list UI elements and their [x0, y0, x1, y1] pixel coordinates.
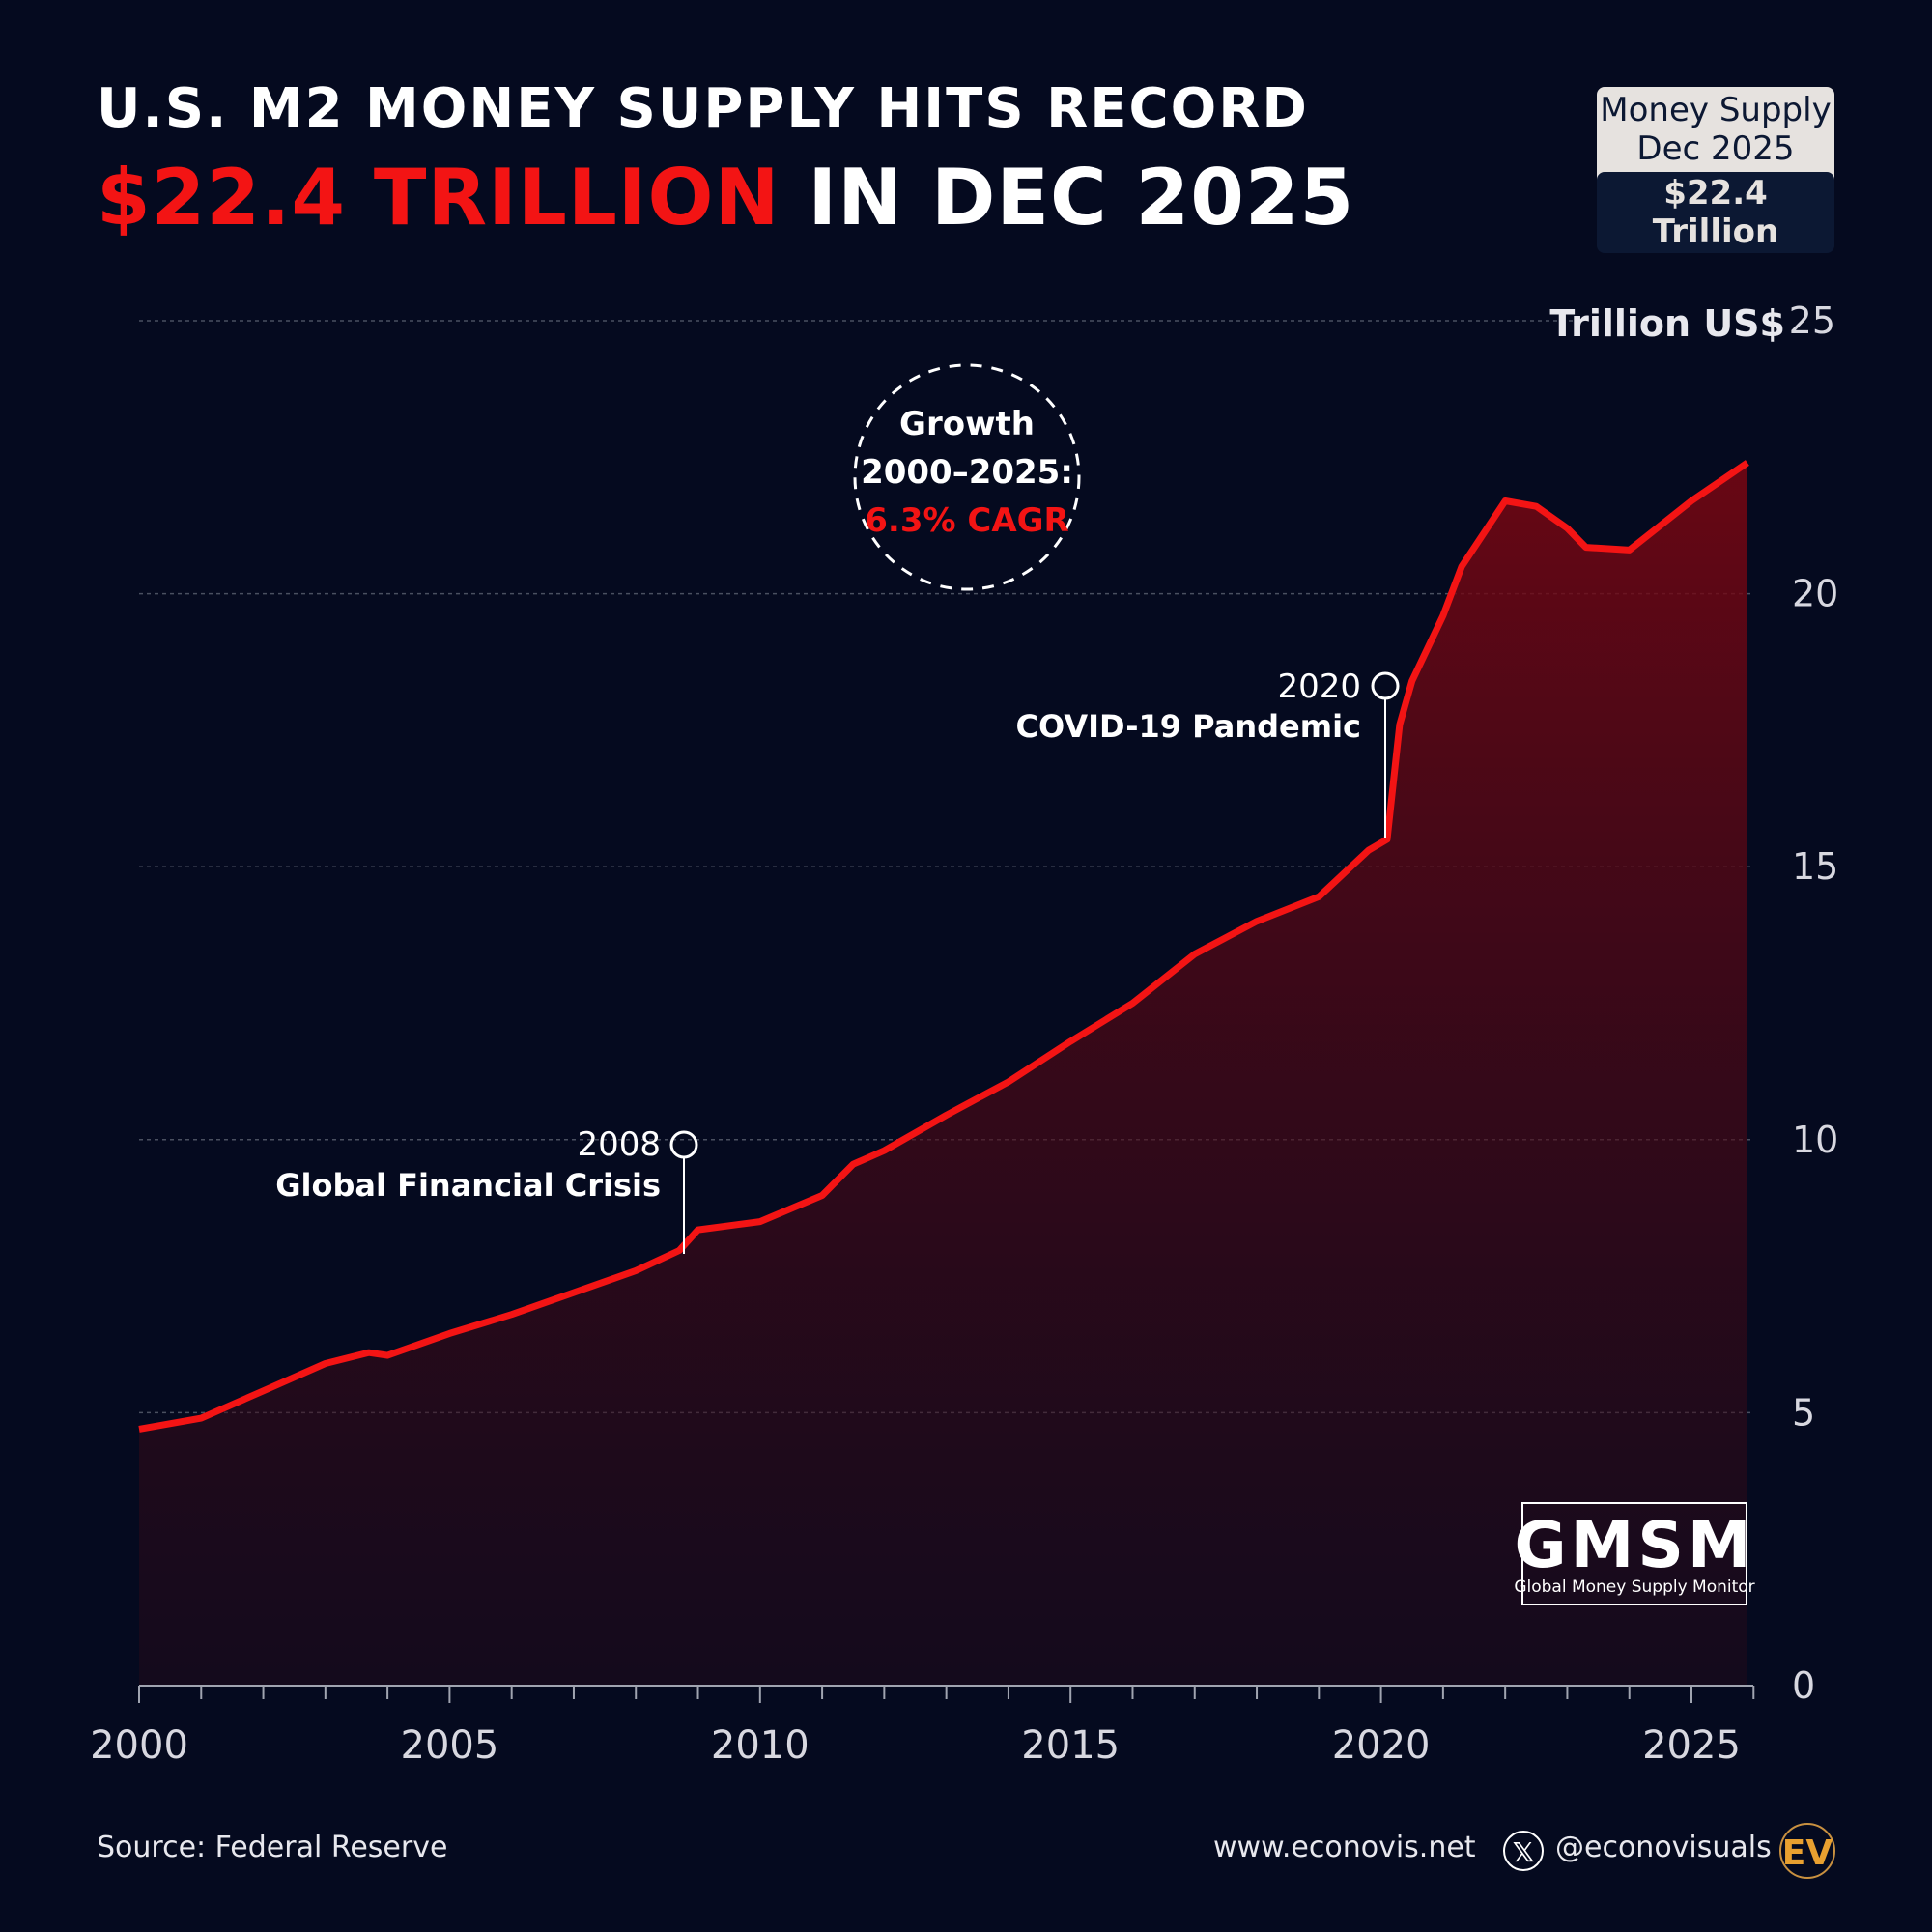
annotation-2020: 2020 COVID-19 Pandemic — [1016, 668, 1400, 838]
x-tick-label: 2015 — [1021, 1723, 1120, 1768]
x-tick-label: 2025 — [1642, 1723, 1741, 1768]
ev-logo-text: EV — [1782, 1833, 1833, 1873]
gmsm-logo: GMSM Global Money Supply Monitor — [1514, 1502, 1755, 1605]
y-tick-label: 20 — [1792, 573, 1838, 615]
chart-title: U.S. M2 MONEY SUPPLY HITS RECORD — [97, 77, 1309, 140]
growth-label: Growth — [899, 405, 1035, 443]
svg-text:GMSM: GMSM — [1514, 1508, 1754, 1582]
badge-value: $22.4 Trillion — [1597, 172, 1834, 253]
source-text: Source: Federal Reserve — [97, 1831, 448, 1864]
svg-text:COVID-19 Pandemic: COVID-19 Pandemic — [1016, 708, 1361, 745]
svg-text:Global Money Supply Monitor: Global Money Supply Monitor — [1514, 1577, 1754, 1597]
social-handle[interactable]: @econovisuals — [1555, 1831, 1772, 1864]
svg-text:2008: 2008 — [577, 1125, 661, 1164]
website-link[interactable]: www.econovis.net — [1213, 1831, 1476, 1864]
x-icon[interactable] — [1503, 1831, 1544, 1871]
svg-text:Global Financial Crisis: Global Financial Crisis — [275, 1167, 661, 1204]
x-tick-label: 2005 — [401, 1723, 499, 1768]
headline-value: $22.4 TRILLION — [97, 153, 781, 242]
growth-period: 2000–2025: — [861, 453, 1073, 492]
headline-rest: IN DEC 2025 — [780, 153, 1355, 242]
summary-badge: Money Supply Dec 2025 $22.4 Trillion — [1597, 87, 1834, 253]
y-tick-label: 5 — [1792, 1391, 1815, 1434]
y-tick-label: 25 — [1789, 299, 1835, 342]
ev-logo-icon — [1779, 1823, 1835, 1879]
area-fill — [139, 463, 1747, 1686]
x-icon-glyph: 𝕏 — [1513, 1836, 1535, 1868]
x-tick-label: 2020 — [1332, 1723, 1431, 1768]
y-tick-label: 15 — [1792, 845, 1838, 888]
annotation-2008: 2008 Global Financial Crisis — [275, 1125, 698, 1254]
badge-label: Money Supply — [1600, 91, 1832, 129]
y-tick-label: 10 — [1792, 1119, 1838, 1161]
y-tick-label: 0 — [1792, 1664, 1815, 1707]
badge-date: Dec 2025 — [1636, 129, 1795, 168]
series-line — [138, 460, 1749, 1433]
y-axis-label: Trillion US$ — [1549, 302, 1785, 345]
growth-circle — [853, 363, 1081, 591]
svg-text:2020: 2020 — [1277, 668, 1361, 706]
x-tick-label: 2000 — [90, 1723, 188, 1768]
growth-cagr: 6.3% CAGR — [865, 501, 1069, 540]
chart-subtitle: $22.4 TRILLION IN DEC 2025 — [97, 153, 1354, 242]
x-tick-label: 2010 — [711, 1723, 810, 1768]
